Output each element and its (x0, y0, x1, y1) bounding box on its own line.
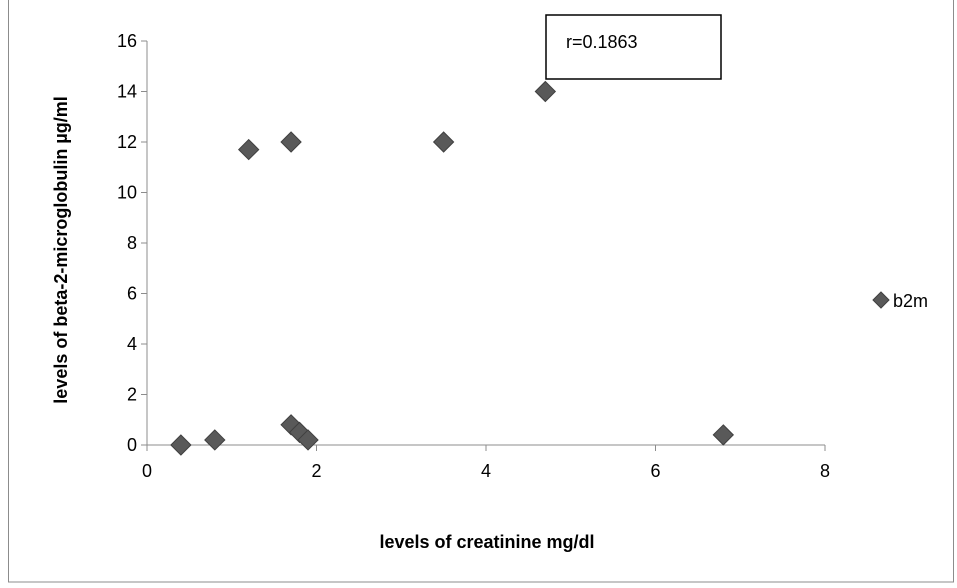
annotation-box-frame (545, 14, 722, 80)
y-tick-label: 10 (117, 183, 137, 203)
legend-label-b2m: b2m (893, 291, 928, 311)
x-axis-title: levels of creatinine mg/dl (379, 532, 594, 552)
data-point (170, 434, 192, 456)
y-tick-label: 4 (127, 334, 137, 354)
data-point (237, 138, 260, 161)
y-tick-label: 8 (127, 233, 137, 253)
annotation-box: r=0.1863 (545, 14, 722, 80)
data-point (204, 429, 226, 451)
x-tick-label: 4 (481, 461, 491, 481)
chart-outer-border (8, 0, 954, 583)
annotation-text: r=0.1863 (566, 32, 638, 52)
x-tick-label: 8 (820, 461, 830, 481)
y-tick-label: 2 (127, 385, 137, 405)
y-tick-label: 16 (117, 31, 137, 51)
data-point (280, 131, 302, 153)
legend-marker-b2m (872, 291, 890, 309)
y-tick-label: 0 (127, 435, 137, 455)
data-point (534, 80, 557, 103)
x-tick-label: 0 (142, 461, 152, 481)
x-tick-label: 2 (311, 461, 321, 481)
data-point (712, 424, 735, 446)
y-tick-label: 14 (117, 82, 137, 102)
legend: b2m (872, 291, 928, 311)
x-tick-label: 6 (650, 461, 660, 481)
data-point (432, 131, 455, 153)
y-axis-title: levels of beta-2-microglobulin µg/ml (51, 96, 71, 403)
y-tick-label: 12 (117, 132, 137, 152)
y-tick-label: 6 (127, 284, 137, 304)
data-point (297, 429, 319, 451)
